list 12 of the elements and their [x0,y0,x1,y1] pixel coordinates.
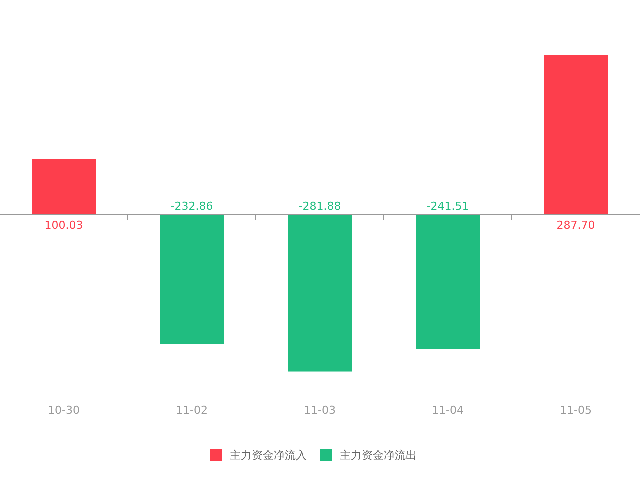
x-tick-label: 11-04 [432,404,464,417]
x-tick-label: 11-02 [176,404,208,417]
legend-label: 主力资金净流出 [340,449,417,462]
data-label: -241.51 [426,200,470,213]
x-tick-label: 10-30 [48,404,80,417]
legend-label: 主力资金净流入 [230,449,307,462]
data-label: -281.88 [298,200,342,213]
data-label: 287.70 [556,219,596,232]
x-tick-label: 11-03 [304,404,336,417]
x-tick-label: 11-05 [560,404,592,417]
data-label: 100.03 [44,219,84,232]
data-label: -232.86 [170,200,214,213]
